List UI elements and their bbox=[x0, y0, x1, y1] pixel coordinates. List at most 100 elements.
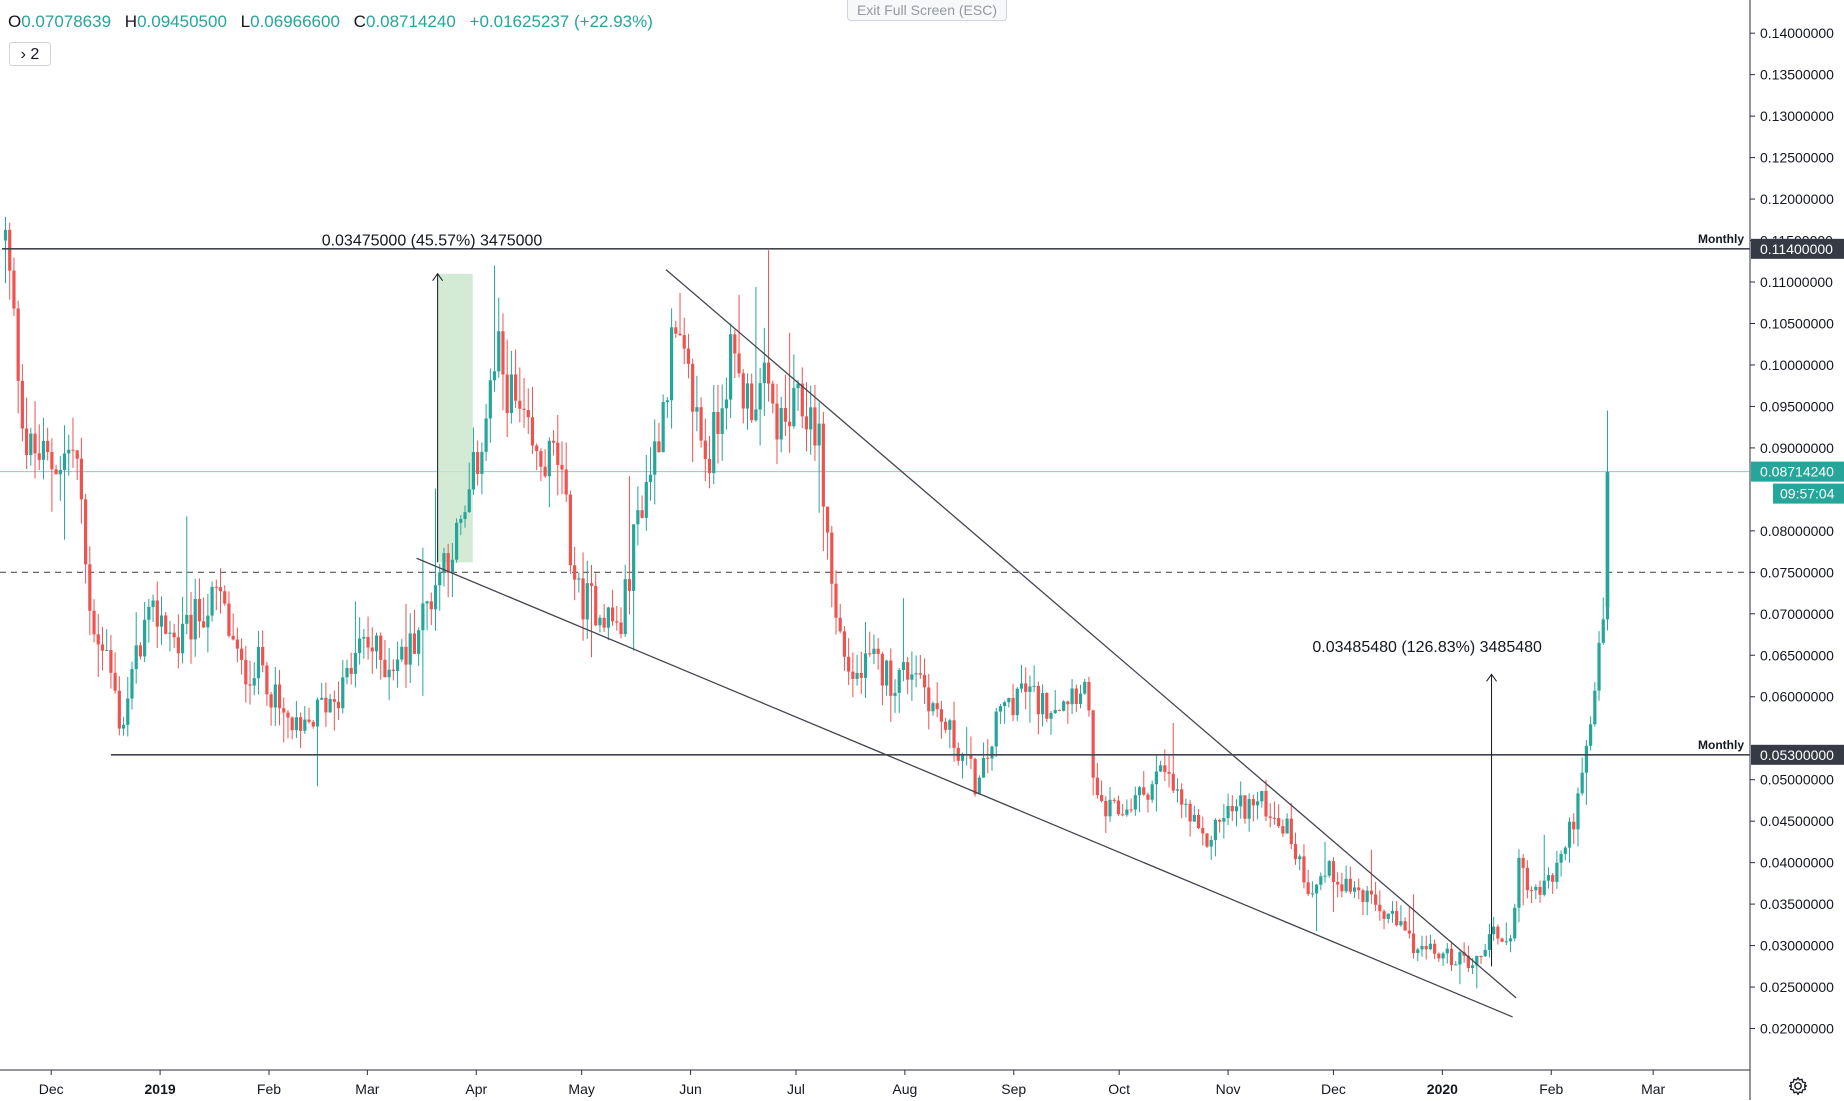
candle-body bbox=[1314, 884, 1319, 894]
candle-body bbox=[1032, 685, 1036, 687]
change-value: +0.01625237 (+22.93%) bbox=[469, 12, 653, 31]
candle-body bbox=[58, 469, 62, 475]
price-tick-label: 0.02500000 bbox=[1760, 979, 1834, 995]
candle-body bbox=[294, 717, 298, 731]
candle-body bbox=[986, 757, 990, 759]
candle-body bbox=[113, 672, 117, 691]
candle-body bbox=[830, 532, 834, 584]
candle-body bbox=[1319, 876, 1323, 885]
candle-body bbox=[501, 331, 505, 375]
candle-body bbox=[193, 599, 197, 640]
candle-body bbox=[901, 662, 906, 671]
candle-body bbox=[948, 720, 952, 730]
candle-body bbox=[564, 469, 568, 495]
candle-body bbox=[1331, 861, 1336, 882]
candle-body bbox=[712, 411, 716, 474]
candle-body bbox=[126, 698, 130, 725]
collapse-indicators-button[interactable]: › 2 bbox=[9, 42, 51, 66]
time-tick-label: Sep bbox=[1001, 1081, 1026, 1097]
level-price-badge bbox=[1751, 744, 1844, 765]
measure-arrow-head bbox=[1486, 673, 1497, 682]
ohlc-legend: O0.07078639 H0.09450500 L0.06966600 C0.0… bbox=[8, 12, 662, 32]
candle-body bbox=[197, 599, 202, 622]
candle-body bbox=[691, 363, 695, 412]
candle-body bbox=[1007, 697, 1011, 703]
candle-body bbox=[859, 672, 863, 678]
price-tick-label: 0.07000000 bbox=[1760, 606, 1834, 622]
candle-body bbox=[84, 499, 88, 565]
candle-body bbox=[944, 721, 948, 730]
candle-body bbox=[969, 754, 973, 759]
candle-body bbox=[960, 755, 965, 761]
candle-body bbox=[855, 672, 859, 679]
candle-body bbox=[674, 327, 678, 334]
measure-label: 0.03475000 (45.57%) 3475000 bbox=[322, 233, 543, 250]
candle-body bbox=[589, 583, 594, 586]
candle-body bbox=[1567, 821, 1572, 848]
candle-body bbox=[918, 673, 922, 675]
candle-body bbox=[627, 579, 632, 591]
candle-body bbox=[1289, 818, 1293, 845]
candle-body bbox=[1028, 686, 1032, 692]
candle-body bbox=[880, 653, 884, 686]
price-tick-label: 0.04000000 bbox=[1760, 855, 1834, 871]
candle-body bbox=[387, 669, 391, 678]
candle-body bbox=[218, 587, 223, 592]
candle-body bbox=[109, 650, 113, 673]
candle-body bbox=[265, 665, 269, 695]
candle-body bbox=[50, 452, 54, 470]
time-tick-label: Aug bbox=[892, 1081, 917, 1097]
candle-body bbox=[665, 400, 669, 403]
candle-body bbox=[594, 585, 598, 626]
price-tick-label: 0.12500000 bbox=[1760, 150, 1834, 166]
candle-body bbox=[1074, 688, 1078, 705]
candle-body bbox=[539, 451, 543, 467]
candle-body bbox=[463, 512, 467, 520]
candle-body bbox=[1205, 833, 1209, 847]
candle-body bbox=[67, 449, 71, 454]
candle-body bbox=[1365, 890, 1369, 903]
candle-body bbox=[1416, 949, 1420, 954]
candle-body bbox=[535, 445, 539, 452]
candle-body bbox=[745, 383, 750, 409]
candle-body bbox=[1184, 803, 1188, 805]
gear-icon[interactable] bbox=[1788, 1076, 1808, 1096]
candle-body bbox=[1395, 910, 1399, 926]
candle-body bbox=[1500, 938, 1504, 942]
candle-body bbox=[1483, 949, 1487, 957]
candle-body bbox=[1142, 787, 1146, 795]
candle-body bbox=[1534, 886, 1538, 891]
candle-body bbox=[1504, 941, 1508, 943]
candle-body bbox=[766, 362, 771, 384]
candle-body bbox=[615, 621, 619, 623]
candle-body bbox=[1281, 826, 1285, 834]
candle-body bbox=[1213, 819, 1218, 840]
candle-body bbox=[168, 632, 172, 634]
candle-body bbox=[1403, 921, 1407, 931]
candle-body bbox=[754, 409, 758, 421]
candle-body bbox=[729, 334, 733, 400]
candle-body bbox=[256, 646, 261, 679]
candle-body bbox=[1538, 886, 1542, 895]
candle-body bbox=[1108, 799, 1112, 817]
last-price-badge-label: 0.08714240 bbox=[1760, 464, 1834, 480]
candle-body bbox=[1095, 777, 1099, 796]
candle-body bbox=[568, 494, 573, 566]
candle-body bbox=[906, 662, 910, 680]
candle-body bbox=[442, 553, 446, 573]
time-tick-label: Oct bbox=[1108, 1081, 1130, 1097]
candle-body bbox=[155, 600, 159, 627]
candle-body bbox=[1584, 745, 1588, 773]
candle-body bbox=[1180, 789, 1184, 805]
candle-body bbox=[514, 374, 518, 401]
candle-body bbox=[817, 423, 821, 446]
candle-body bbox=[290, 717, 294, 731]
candle-body bbox=[1175, 789, 1180, 791]
exit-fullscreen-button[interactable]: Exit Full Screen (ESC) bbox=[847, 0, 1007, 21]
candle-body bbox=[176, 637, 180, 654]
candle-body bbox=[1024, 683, 1028, 692]
candle-body bbox=[863, 653, 868, 678]
open-value: 0.07078639 bbox=[21, 12, 112, 31]
candle-body bbox=[121, 724, 126, 729]
